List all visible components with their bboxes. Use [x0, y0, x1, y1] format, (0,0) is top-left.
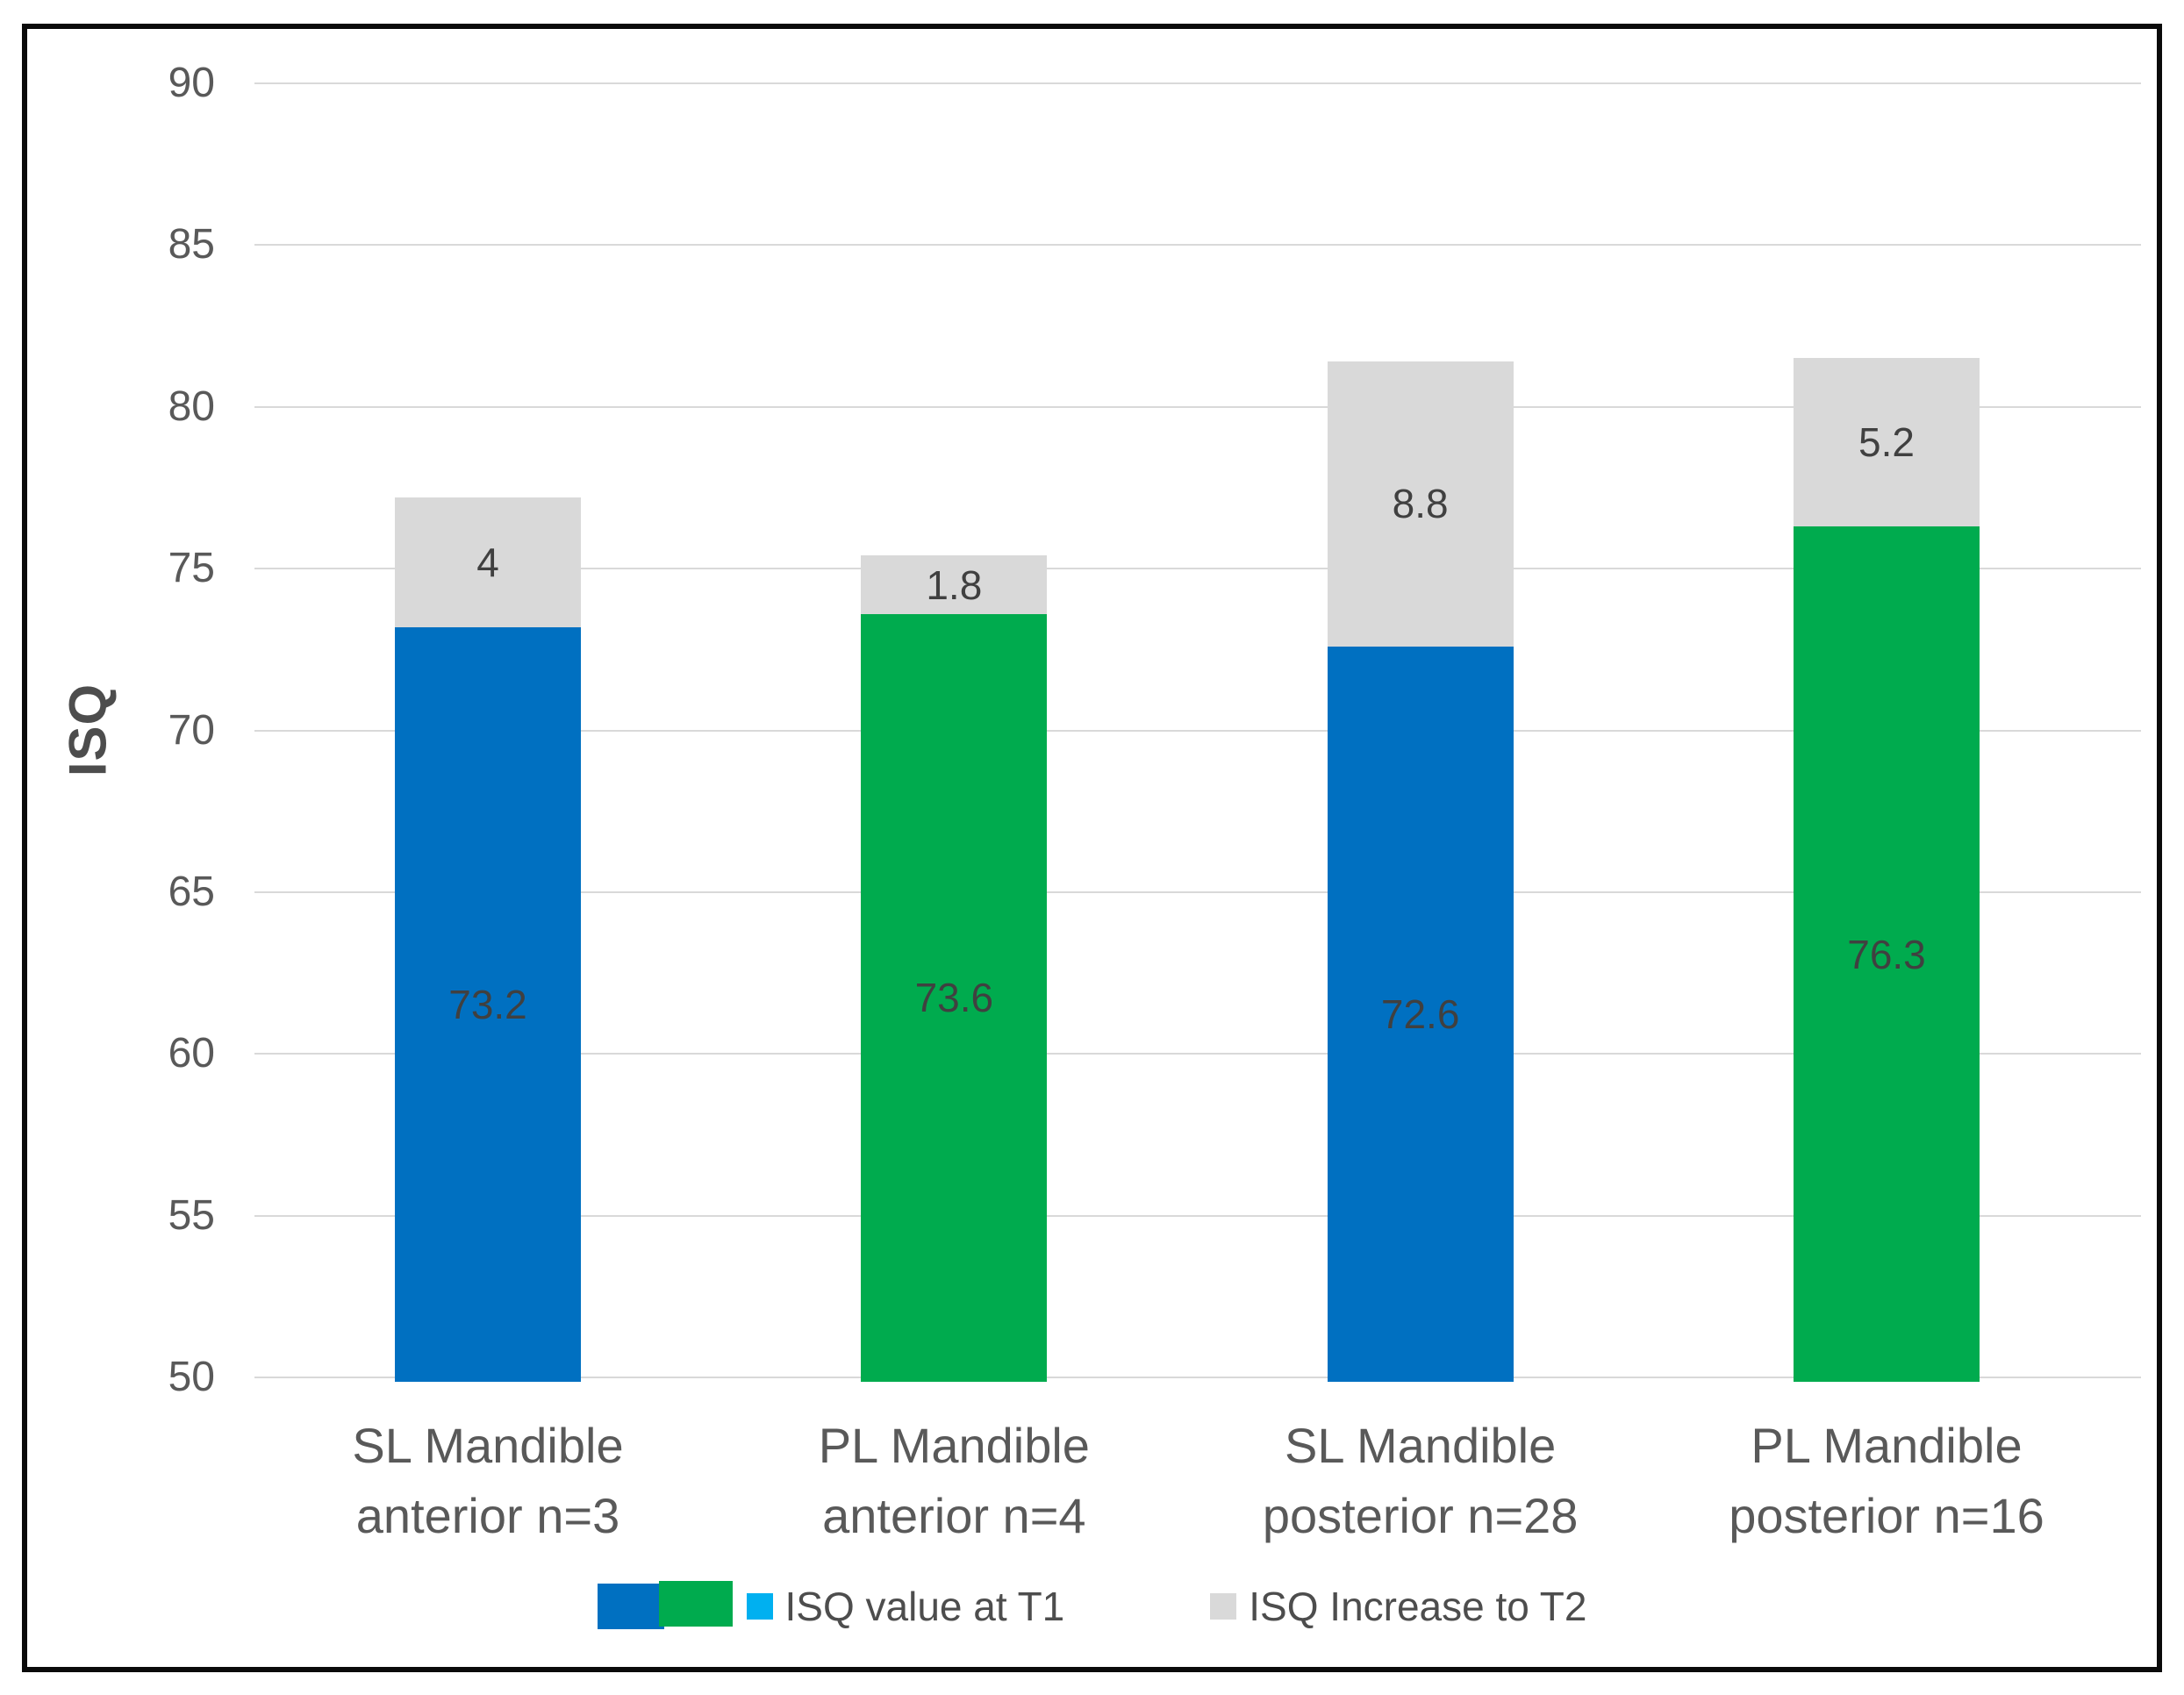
- bar-value-label-t2: 5.2: [1858, 419, 1915, 466]
- gridline: [254, 729, 2141, 732]
- y-tick-label: 60: [168, 1030, 215, 1077]
- x-category-label-line: SL Mandible: [1285, 1418, 1557, 1473]
- legend-swatch-green: [658, 1581, 733, 1627]
- x-category-label: PL Mandible posterior n=16: [1641, 1411, 2132, 1551]
- legend-marker-t1: [746, 1593, 773, 1620]
- bar-value-label-t2: 1.8: [926, 561, 983, 608]
- x-category-label-line: anterior n=3: [355, 1488, 620, 1543]
- x-category-label-line: posterior n=16: [1729, 1488, 2044, 1543]
- bar-value-label-t1: 73.2: [448, 981, 527, 1027]
- y-tick-label: 65: [168, 868, 215, 915]
- bar-segment-t2: 4: [395, 497, 581, 627]
- y-tick-label: 55: [168, 1191, 215, 1239]
- y-tick-label: 50: [168, 1354, 215, 1400]
- y-tick-label: 85: [168, 221, 215, 268]
- x-category-label-line: SL Mandible: [352, 1418, 624, 1473]
- gridline: [254, 244, 2141, 247]
- bar-segment-t1: 76.3: [1794, 526, 1980, 1382]
- bar-value-label-t1: 73.6: [914, 975, 994, 1021]
- bar-value-label-t1: 72.6: [1380, 991, 1460, 1037]
- x-category-label-line: posterior n=28: [1262, 1488, 1579, 1543]
- gridline: [254, 890, 2141, 893]
- y-tick-label: 80: [168, 383, 215, 430]
- legend-item-t2-label: ISQ Increase to T2: [1249, 1584, 1587, 1629]
- bar-segment-t2: 5.2: [1794, 358, 1980, 527]
- legend-item-t1-label: ISQ value at T1: [784, 1584, 1065, 1629]
- gridline: [254, 82, 2141, 84]
- bar-segment-t2: 8.8: [1327, 361, 1514, 647]
- bar-value-label-t1: 76.3: [1847, 931, 1926, 977]
- legend-marker-t2: [1210, 1593, 1237, 1620]
- gridline: [254, 1214, 2141, 1217]
- gridline: [254, 1377, 2141, 1378]
- legend: ISQ value at T1 ISQ Increase to T2: [0, 1576, 2184, 1637]
- y-tick-label: 70: [168, 706, 215, 754]
- legend-swatch-blue: [597, 1584, 664, 1629]
- bar-segment-t1: 72.6: [1327, 646, 1514, 1382]
- plot-area: 73.2 4 73.6 1.8 72.6 8.8 76.3 5.2: [254, 82, 2141, 1382]
- x-category-label: PL Mandible anterior n=4: [708, 1411, 1199, 1551]
- bar-segment-t1: 73.6: [861, 613, 1048, 1382]
- x-category-label: SL Mandible anterior n=3: [242, 1411, 734, 1551]
- gridline: [254, 568, 2141, 570]
- x-category-label-line: anterior n=4: [822, 1488, 1086, 1543]
- gridline: [254, 1053, 2141, 1055]
- y-tick-label: 75: [168, 545, 215, 592]
- bar-segment-t1: 73.2: [395, 626, 581, 1382]
- bar-segment-t2: 1.8: [861, 555, 1048, 614]
- y-tick-label: 90: [168, 60, 215, 106]
- bar-value-label-t2: 4: [476, 539, 499, 585]
- gridline: [254, 405, 2141, 408]
- bar-value-label-t2: 8.8: [1392, 481, 1449, 527]
- x-category-label: SL Mandible posterior n=28: [1175, 1411, 1666, 1551]
- x-category-label-line: PL Mandible: [818, 1418, 1090, 1473]
- x-category-label-line: PL Mandible: [1751, 1418, 2023, 1473]
